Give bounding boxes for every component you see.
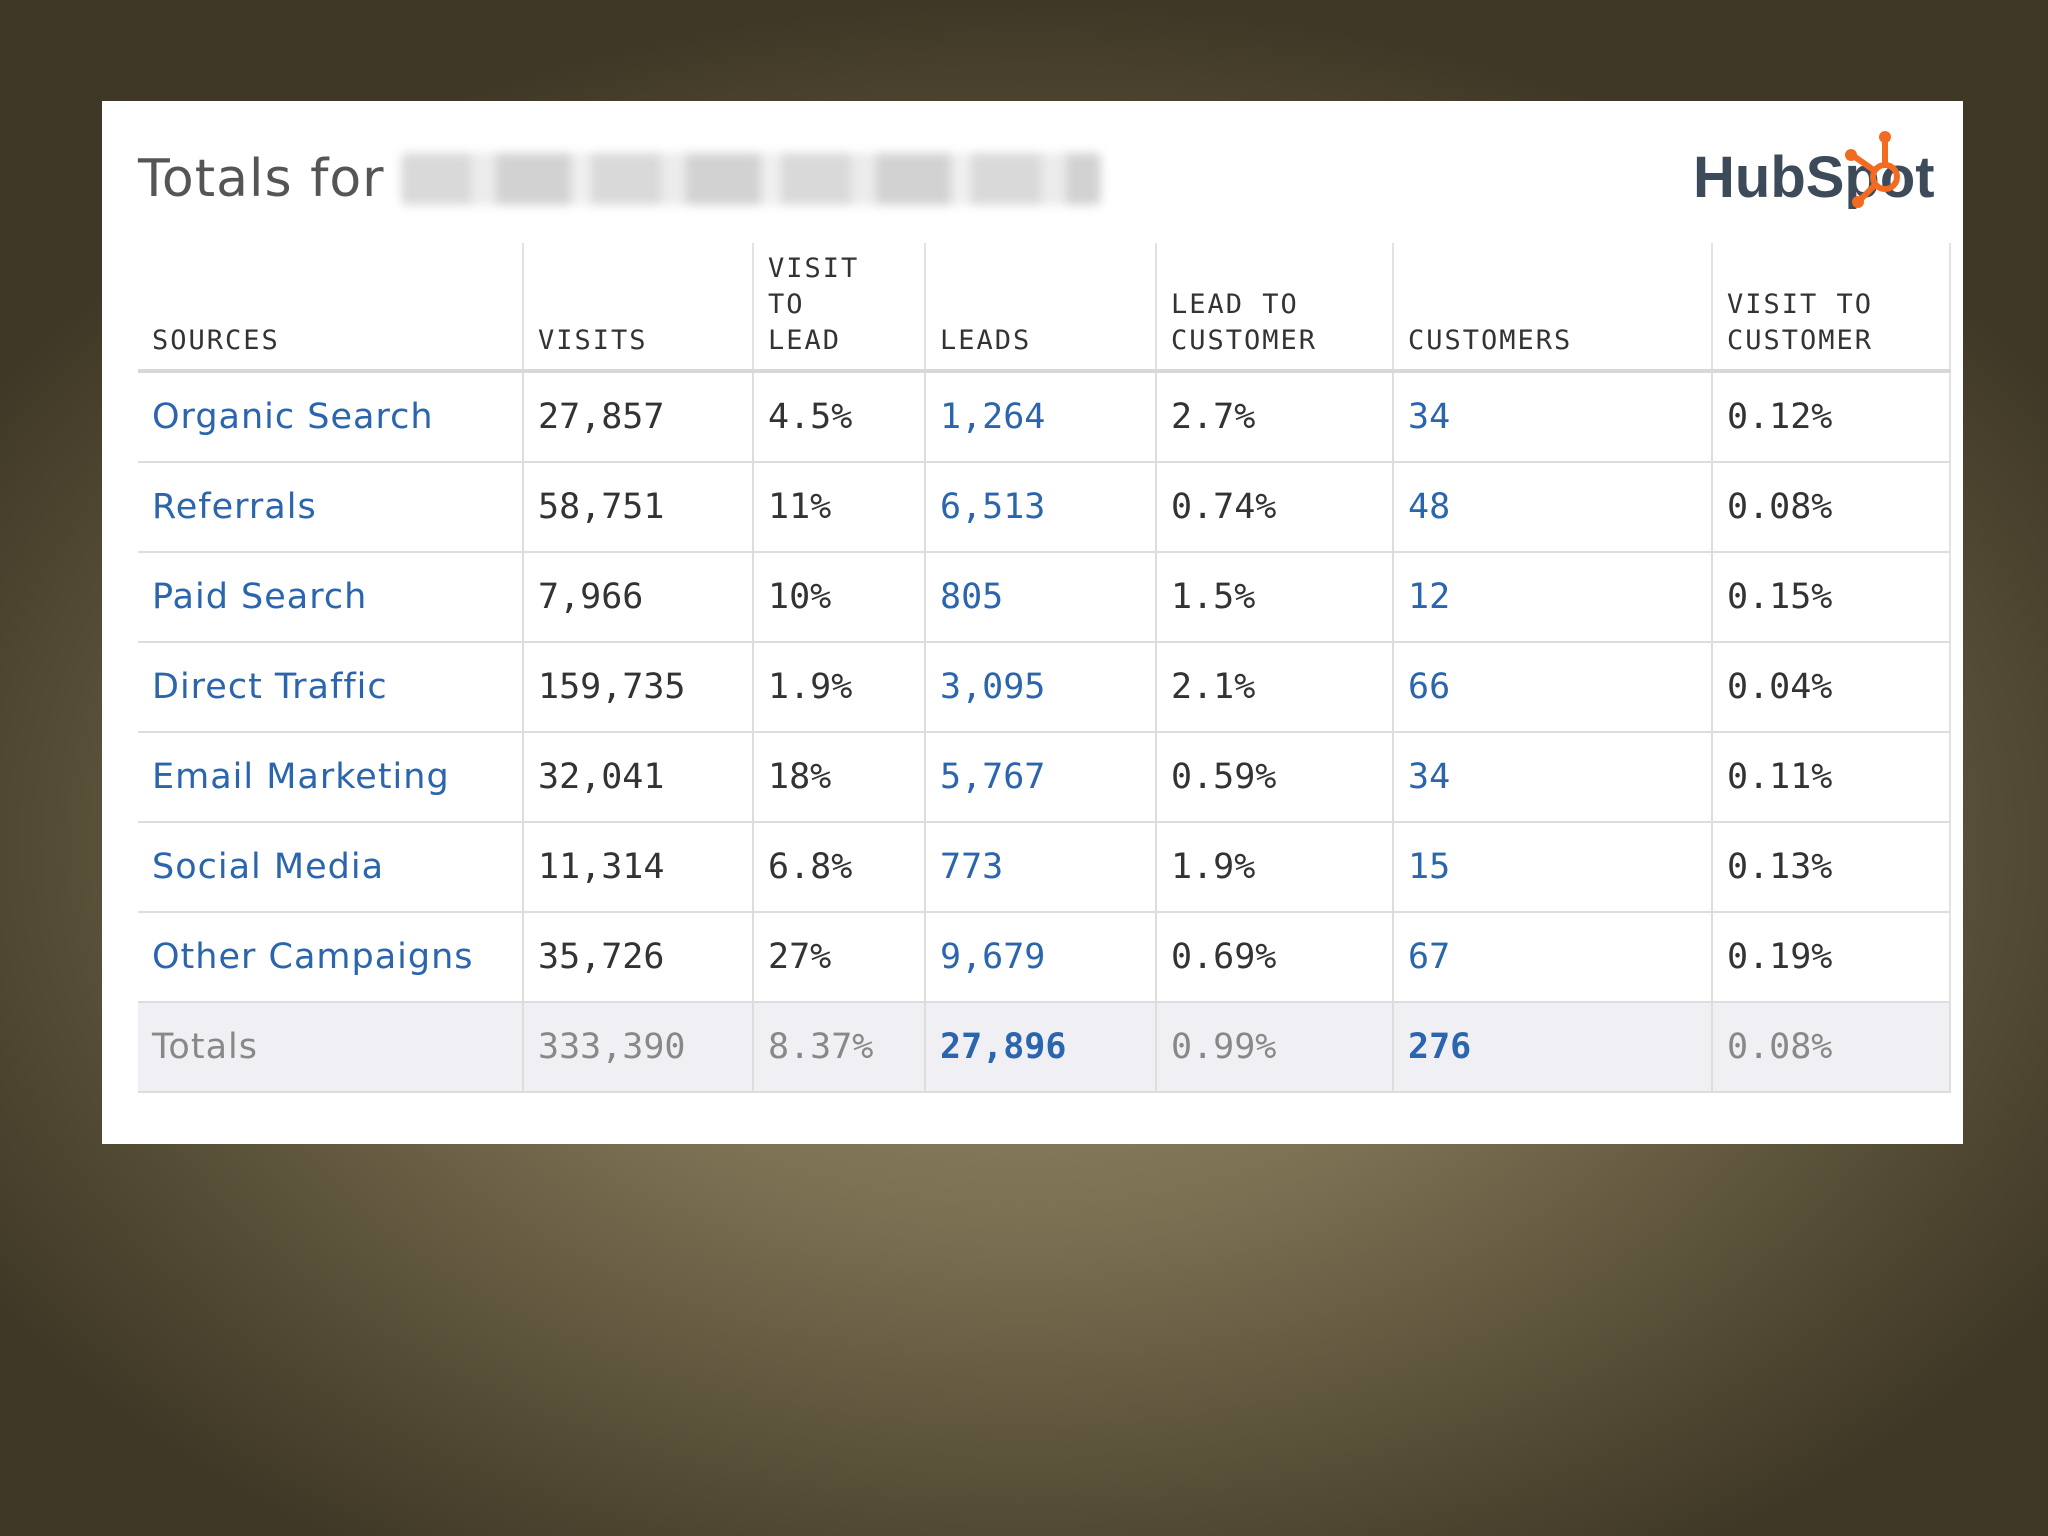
- visits-cell: 159,735: [522, 642, 753, 733]
- customers-link[interactable]: 66: [1392, 642, 1712, 733]
- lead-to-customer-cell: 1.5%: [1155, 552, 1393, 643]
- customers-link[interactable]: 12: [1392, 552, 1712, 643]
- source-link[interactable]: Other Campaigns: [138, 912, 523, 1003]
- table-row: Other Campaigns 35,726 27% 9,679 0.69% 6…: [138, 912, 1951, 1003]
- total-visit-to-customer: 0.08%: [1711, 1002, 1951, 1093]
- column-header-lead-to-customer[interactable]: LEAD TO CUSTOMER: [1155, 243, 1393, 373]
- report-card: Totals for HubSpot SOURCES VISITS VISIT …: [102, 101, 1963, 1144]
- totals-row: Totals 333,390 8.37% 27,896 0.99% 276 0.…: [138, 1002, 1951, 1093]
- lead-to-customer-cell: 1.9%: [1155, 822, 1393, 913]
- visit-to-customer-cell: 0.13%: [1711, 822, 1951, 913]
- totals-label: Totals: [138, 1002, 523, 1093]
- visit-to-lead-cell: 10%: [752, 552, 925, 643]
- visit-to-lead-cell: 1.9%: [752, 642, 925, 733]
- report-title: Totals for: [138, 149, 1101, 209]
- source-link[interactable]: Organic Search: [138, 371, 523, 463]
- visits-cell: 7,966: [522, 552, 753, 643]
- visit-to-customer-cell: 0.08%: [1711, 462, 1951, 553]
- visit-to-lead-cell: 27%: [752, 912, 925, 1003]
- leads-link[interactable]: 773: [924, 822, 1156, 913]
- total-visits: 333,390: [522, 1002, 753, 1093]
- visits-cell: 35,726: [522, 912, 753, 1003]
- visit-to-lead-cell: 18%: [752, 732, 925, 823]
- lead-to-customer-cell: 2.1%: [1155, 642, 1393, 733]
- leads-link[interactable]: 9,679: [924, 912, 1156, 1003]
- source-link[interactable]: Email Marketing: [138, 732, 523, 823]
- customers-link[interactable]: 15: [1392, 822, 1712, 913]
- blurred-date-range: [400, 153, 1101, 205]
- leads-link[interactable]: 6,513: [924, 462, 1156, 553]
- leads-link[interactable]: 3,095: [924, 642, 1156, 733]
- column-header-visit-to-lead[interactable]: VISIT TO LEAD: [752, 243, 925, 373]
- customers-link[interactable]: 34: [1392, 732, 1712, 823]
- table-row: Organic Search 27,857 4.5% 1,264 2.7% 34…: [138, 371, 1951, 463]
- customers-link[interactable]: 48: [1392, 462, 1712, 553]
- column-header-sources[interactable]: SOURCES: [138, 243, 523, 373]
- total-leads-link[interactable]: 27,896: [924, 1002, 1156, 1093]
- customers-link[interactable]: 34: [1392, 371, 1712, 463]
- source-link[interactable]: Social Media: [138, 822, 523, 913]
- source-link[interactable]: Paid Search: [138, 552, 523, 643]
- visit-to-customer-cell: 0.15%: [1711, 552, 1951, 643]
- column-header-visit-to-customer[interactable]: VISIT TO CUSTOMER: [1711, 243, 1951, 373]
- visits-cell: 32,041: [522, 732, 753, 823]
- leads-link[interactable]: 1,264: [924, 371, 1156, 463]
- lead-to-customer-cell: 0.59%: [1155, 732, 1393, 823]
- lead-to-customer-cell: 2.7%: [1155, 371, 1393, 463]
- lead-to-customer-cell: 0.74%: [1155, 462, 1393, 553]
- table-header-row: SOURCES VISITS VISIT TO LEAD LEADS LEAD …: [138, 243, 1951, 373]
- visit-to-lead-cell: 11%: [752, 462, 925, 553]
- visit-to-lead-cell: 6.8%: [752, 822, 925, 913]
- table-row: Email Marketing 32,041 18% 5,767 0.59% 3…: [138, 732, 1951, 823]
- visits-cell: 58,751: [522, 462, 753, 553]
- table-row: Social Media 11,314 6.8% 773 1.9% 15 0.1…: [138, 822, 1951, 913]
- hubspot-logo: HubSpot: [1693, 131, 1935, 210]
- column-header-customers[interactable]: CUSTOMERS: [1392, 243, 1712, 373]
- visit-to-customer-cell: 0.04%: [1711, 642, 1951, 733]
- table-row: Direct Traffic 159,735 1.9% 3,095 2.1% 6…: [138, 642, 1951, 733]
- sprocket-icon: [1853, 141, 1900, 202]
- customers-link[interactable]: 67: [1392, 912, 1712, 1003]
- lead-to-customer-cell: 0.69%: [1155, 912, 1393, 1003]
- source-link[interactable]: Direct Traffic: [138, 642, 523, 733]
- visit-to-lead-cell: 4.5%: [752, 371, 925, 463]
- visits-cell: 11,314: [522, 822, 753, 913]
- visit-to-customer-cell: 0.11%: [1711, 732, 1951, 823]
- leads-link[interactable]: 805: [924, 552, 1156, 643]
- column-header-visits[interactable]: VISITS: [522, 243, 753, 373]
- visits-cell: 27,857: [522, 371, 753, 463]
- sources-table: SOURCES VISITS VISIT TO LEAD LEADS LEAD …: [138, 243, 1951, 1093]
- table-row: Referrals 58,751 11% 6,513 0.74% 48 0.08…: [138, 462, 1951, 553]
- leads-link[interactable]: 5,767: [924, 732, 1156, 823]
- visit-to-customer-cell: 0.19%: [1711, 912, 1951, 1003]
- source-link[interactable]: Referrals: [138, 462, 523, 553]
- title-prefix: Totals for: [138, 149, 385, 209]
- table-row: Paid Search 7,966 10% 805 1.5% 12 0.15%: [138, 552, 1951, 643]
- total-lead-to-customer: 0.99%: [1155, 1002, 1393, 1093]
- visit-to-customer-cell: 0.12%: [1711, 371, 1951, 463]
- total-visit-to-lead: 8.37%: [752, 1002, 925, 1093]
- column-header-leads[interactable]: LEADS: [924, 243, 1156, 373]
- total-customers-link[interactable]: 276: [1392, 1002, 1712, 1093]
